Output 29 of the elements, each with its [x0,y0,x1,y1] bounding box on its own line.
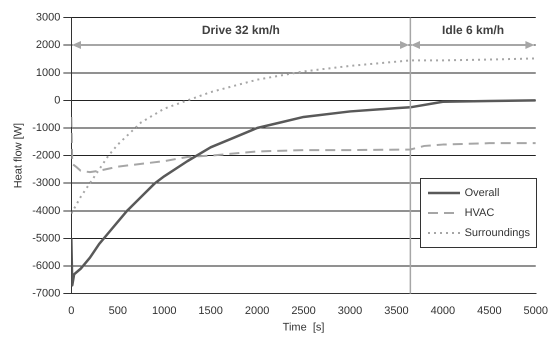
y-tick-label: -7000 [32,288,60,300]
annotation: Drive 32 km/h [200,23,281,38]
x-tick-label: 2500 [291,305,316,318]
x-tick-label: 0 [68,305,74,318]
legend-label: HVAC [464,207,494,219]
x-tick-label: 3500 [384,305,409,318]
y-tick-label: -4000 [32,204,60,217]
y-axis-title: Heat flow [W] [12,122,25,188]
y-tick-label: -2000 [32,150,60,162]
x-tick-label: 2000 [244,305,270,318]
y-tick-label: 1000 [36,66,60,79]
x-tick-label: 500 [108,305,127,318]
x-tick-label: 1000 [152,305,176,318]
y-tick-label: 2000 [36,39,60,52]
x-tick-label: 3000 [338,305,362,318]
y-tick-label: 0 [54,94,60,106]
x-tick-label: 4000 [430,305,456,318]
x-tick-label: 4500 [477,305,502,318]
y-tick-label: -6000 [32,260,60,272]
annotation: Idle 6 km/h [441,23,506,38]
x-tick-label: 1500 [198,305,223,318]
x-tick-label: 5000 [524,305,548,318]
legend-label: Surroundings [464,227,530,239]
x-axis-title: Time [s] [282,321,324,334]
y-tick-label: 3000 [36,12,60,24]
legend-label: Overall [464,187,500,199]
y-tick-label: -1000 [32,122,60,134]
y-tick-label: -3000 [32,177,60,190]
y-tick-label: -5000 [32,232,60,244]
